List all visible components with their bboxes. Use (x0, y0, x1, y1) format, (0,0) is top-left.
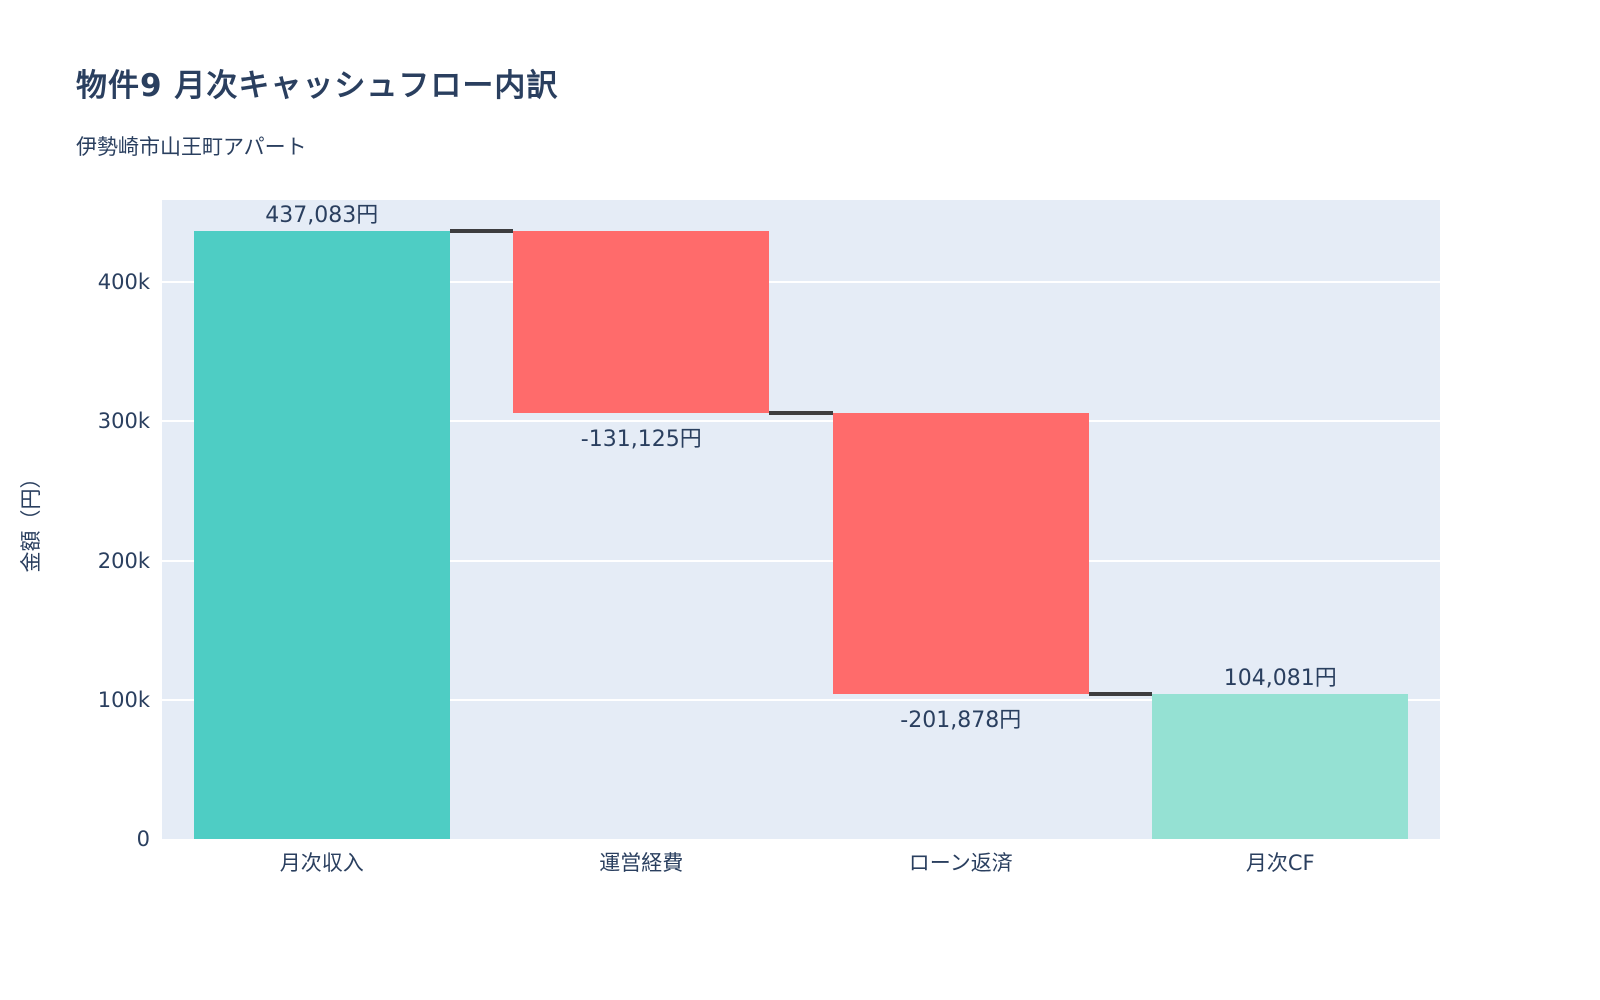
gridline-400k (162, 281, 1440, 284)
waterfall-connector-0 (449, 228, 514, 233)
waterfall-bar-運営経費[interactable] (513, 230, 770, 414)
x-tick-label-月次収入: 月次収入 (279, 851, 364, 875)
x-tick-label-運営経費: 運営経費 (599, 851, 684, 875)
gridline-200k (162, 559, 1440, 562)
value-label-月次CF: 104,081円 (1223, 666, 1337, 692)
chart-subtitle: 伊勢崎市山王町アパート (76, 135, 307, 159)
y-tick-label-200k: 200k (97, 548, 150, 573)
chart-title: 物件9 月次キャッシュフロー内訳 (76, 68, 559, 104)
y-tick-label-400k: 400k (97, 270, 150, 295)
value-label-運営経費: -131,125円 (580, 427, 702, 453)
value-label-ローン返済: -201,878円 (900, 708, 1022, 734)
waterfall-bar-月次CF[interactable] (1152, 694, 1409, 839)
plot-area (162, 200, 1440, 839)
gridline-100k (162, 698, 1440, 701)
waterfall-bar-ローン返済[interactable] (832, 413, 1089, 695)
waterfall-connector-1 (769, 411, 833, 416)
x-tick-label-ローン返済: ローン返済 (908, 851, 1013, 875)
y-axis-title: 金額（円） (19, 467, 43, 573)
y-tick-label-300k: 300k (97, 409, 150, 434)
waterfall-bar-月次収入[interactable] (193, 230, 450, 839)
gridline-300k (162, 420, 1440, 423)
y-tick-label-0: 0 (136, 827, 150, 851)
waterfall-connector-2 (1088, 692, 1153, 697)
x-tick-label-月次CF: 月次CF (1245, 851, 1315, 875)
y-tick-label-100k: 100k (97, 687, 150, 712)
value-label-月次収入: 437,083円 (265, 202, 379, 228)
